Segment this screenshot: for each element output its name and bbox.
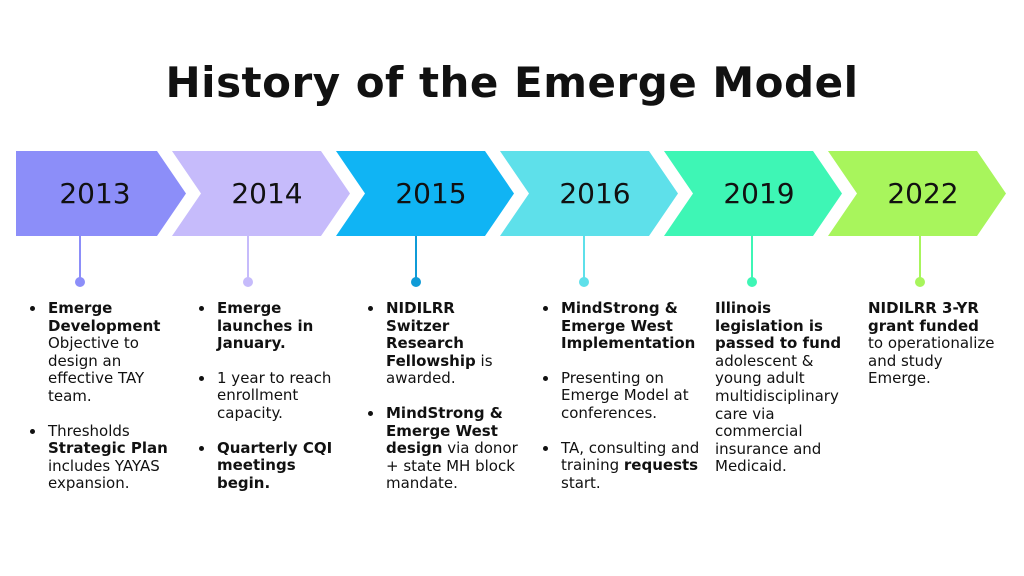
body-text: via donor + state MH block mandate. bbox=[386, 439, 518, 493]
bold-text: MindStrong & Emerge West design bbox=[386, 403, 503, 458]
bold-text: NIDILRR 3-YR grant funded bbox=[868, 299, 979, 335]
body-text: is awarded. bbox=[386, 351, 493, 388]
body-text: Thresholds bbox=[48, 421, 130, 440]
bold-text: Emerge Development bbox=[48, 299, 161, 335]
column-2014: Emerge launches in January. 1 year to re… bbox=[201, 299, 341, 509]
body-text: Objective to design an effective TAY tea… bbox=[48, 334, 145, 405]
body-text: to operationalize and study Emerge. bbox=[868, 334, 995, 388]
column-2019: Illinois legislation is passed to fund a… bbox=[715, 299, 855, 476]
list-item: 1 year to reach enrollment capacity. bbox=[215, 368, 341, 423]
list-item: TA, consulting and training requests sta… bbox=[559, 438, 700, 493]
year-2014: 2014 bbox=[231, 177, 303, 210]
list-item: Quarterly CQI meetings begin. bbox=[215, 438, 341, 493]
connector-2013 bbox=[75, 236, 85, 287]
list-item: Emerge Development Objective to design a… bbox=[46, 299, 172, 406]
column-2015: NIDILRR Switzer Research Fellowship is a… bbox=[370, 299, 520, 510]
year-2015: 2015 bbox=[395, 177, 467, 210]
bold-text: Emerge launches in January. bbox=[217, 299, 314, 353]
bold-text: Quarterly CQI meetings begin. bbox=[217, 438, 333, 492]
body-text: start. bbox=[561, 473, 601, 492]
column-2013: Emerge Development Objective to design a… bbox=[32, 299, 172, 510]
list-item: MindStrong & Emerge West Implementation bbox=[559, 299, 700, 353]
year-2019: 2019 bbox=[723, 177, 795, 210]
page-title: History of the Emerge Model bbox=[165, 58, 859, 107]
list-item: MindStrong & Emerge West design via dono… bbox=[384, 403, 520, 493]
year-2013: 2013 bbox=[59, 177, 131, 210]
bold-text: Illinois legislation is passed to fund bbox=[715, 299, 842, 353]
chevron-2019 bbox=[664, 151, 842, 236]
bold-text: requests bbox=[623, 456, 699, 475]
column-2022: NIDILRR 3-YR grant funded to operational… bbox=[868, 299, 998, 388]
bold-text: MindStrong & Emerge West Implementation bbox=[561, 299, 696, 353]
connector-2022 bbox=[915, 236, 925, 287]
year-2016: 2016 bbox=[559, 177, 631, 210]
column-2016: MindStrong & Emerge West Implementation … bbox=[545, 299, 700, 509]
bold-text: Strategic Plan bbox=[48, 439, 168, 458]
body-text: Presenting on Emerge Model at conference… bbox=[561, 368, 689, 422]
chevron-2013 bbox=[16, 151, 186, 236]
body-text: 1 year to reach enrollment capacity. bbox=[217, 368, 332, 422]
chevron-2016 bbox=[500, 151, 678, 236]
body-text: includes YAYAS expansion. bbox=[48, 456, 160, 493]
year-2022: 2022 bbox=[887, 177, 959, 210]
connector-2016 bbox=[579, 236, 589, 287]
list-item: Thresholds Strategic Plan includes YAYAS… bbox=[46, 421, 172, 493]
connector-2014 bbox=[243, 236, 253, 287]
chevron-2015 bbox=[336, 151, 514, 236]
body-text: adolescent & young adult multidisciplina… bbox=[715, 351, 839, 476]
bold-text: NIDILRR Switzer Research Fellowship bbox=[386, 299, 476, 370]
chevron-2022 bbox=[828, 151, 1006, 236]
connector-2015 bbox=[411, 236, 421, 287]
list-item: NIDILRR Switzer Research Fellowship is a… bbox=[384, 299, 520, 388]
connector-2019 bbox=[747, 236, 757, 287]
body-text: TA, consulting and training bbox=[561, 438, 700, 475]
chevron-2014 bbox=[172, 151, 350, 236]
list-item: Emerge launches in January. bbox=[215, 299, 341, 353]
list-item: Presenting on Emerge Model at conference… bbox=[559, 368, 700, 423]
